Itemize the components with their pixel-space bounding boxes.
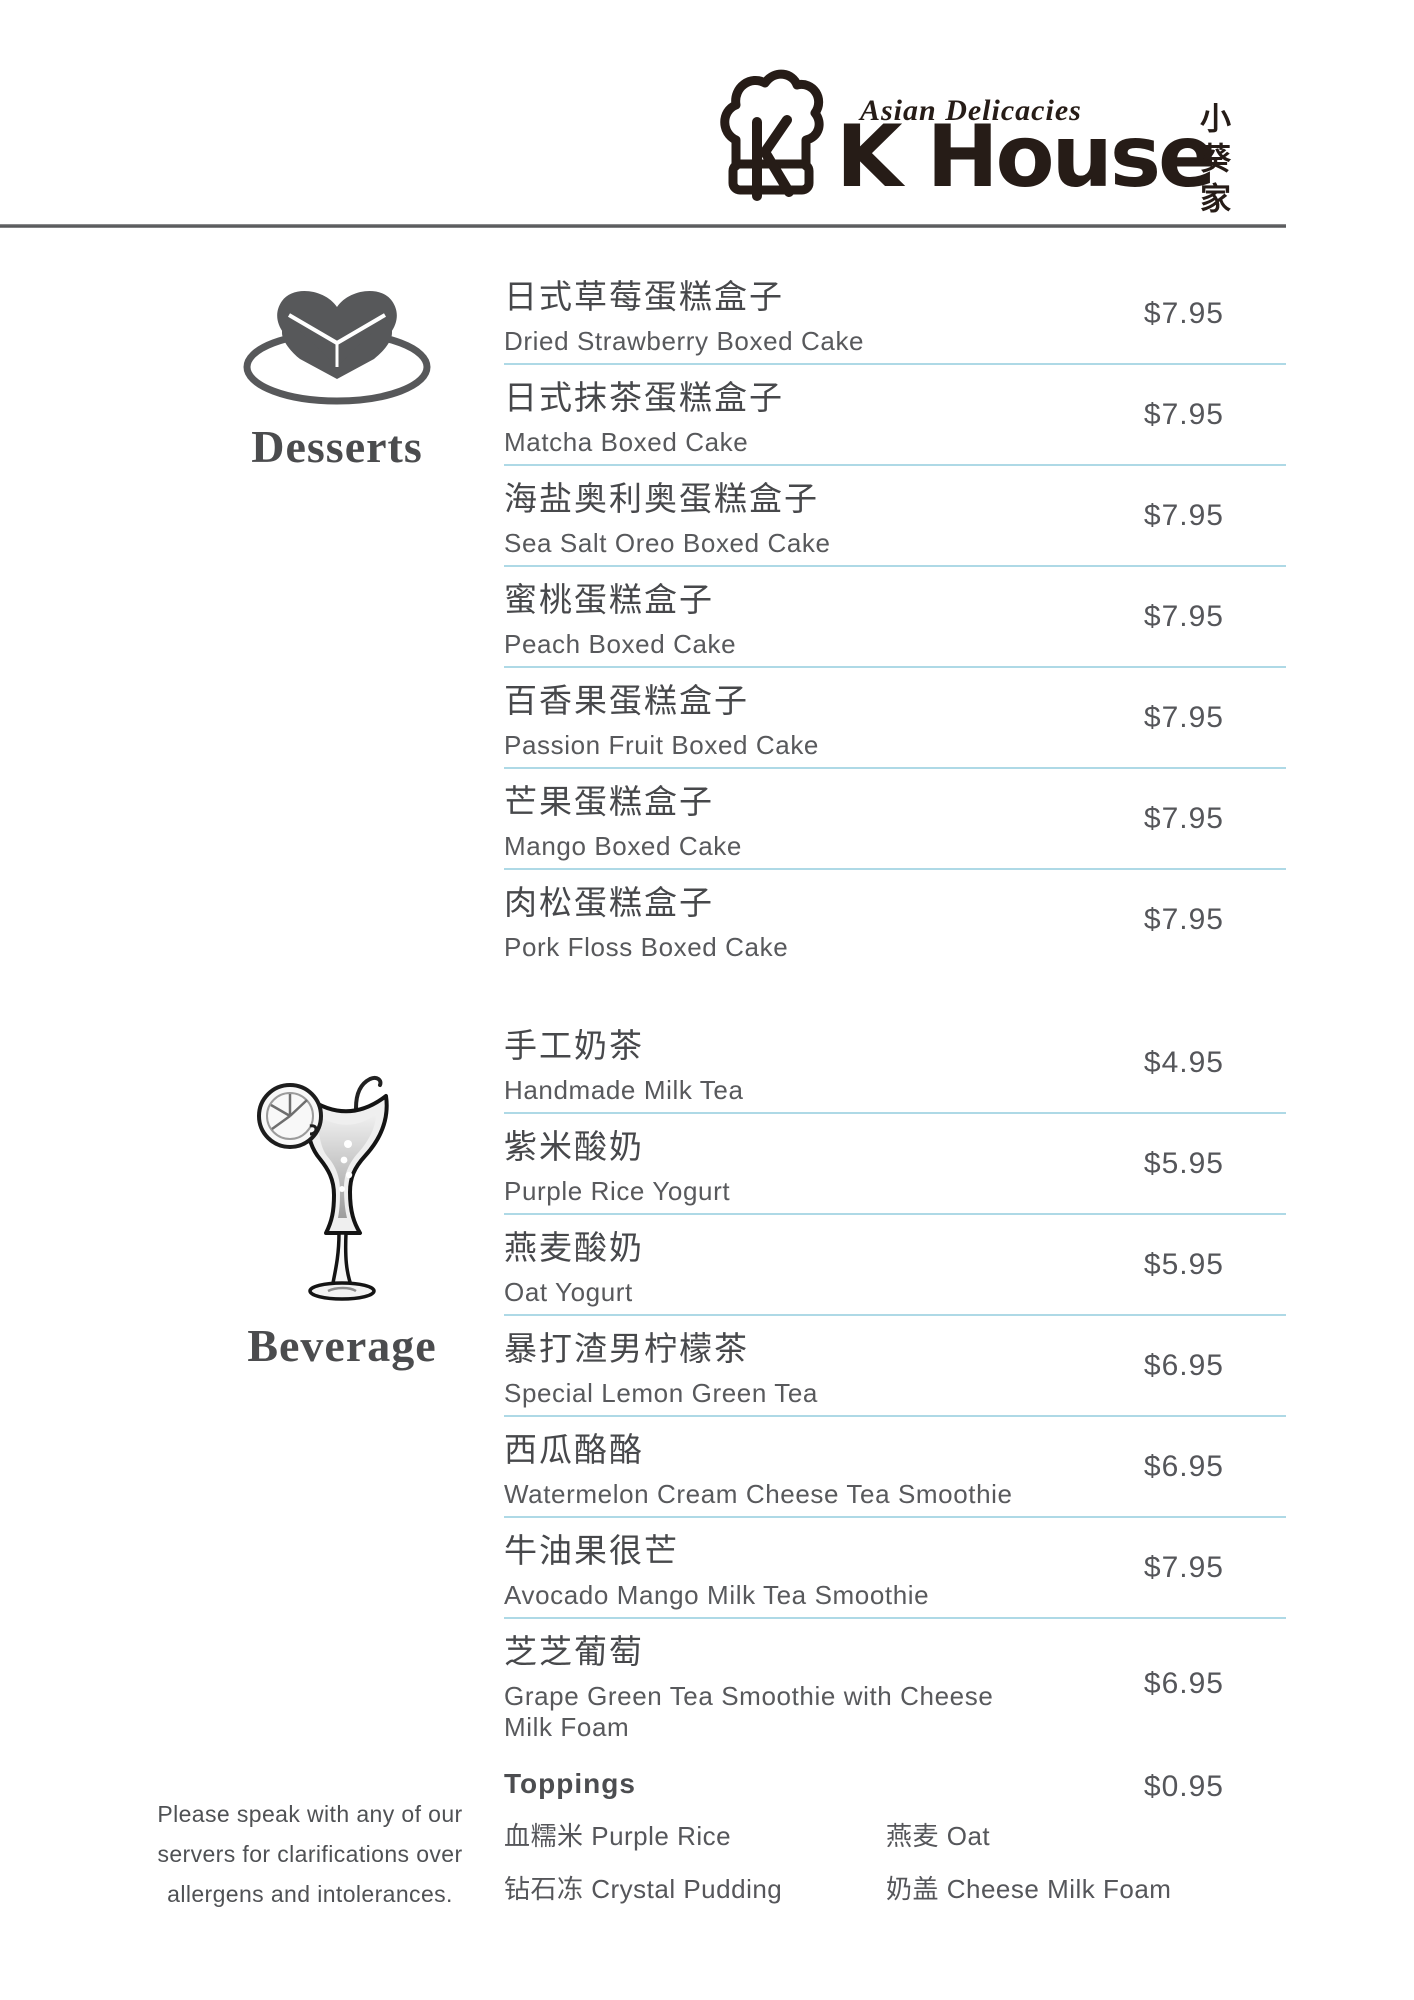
menu-item: 西瓜酪酪 Watermelon Cream Cheese Tea Smoothi…: [504, 1417, 1286, 1518]
menu-item: 肉松蛋糕盒子 Pork Floss Boxed Cake $7.95: [504, 870, 1286, 969]
item-name-en: Peach Boxed Cake: [504, 629, 737, 659]
toppings-price: $0.95: [1143, 1770, 1224, 1803]
chef-hat-k-logo-icon: [720, 69, 824, 201]
menu-item: 暴打渣男柠檬茶 Special Lemon Green Tea $6.95: [504, 1316, 1286, 1417]
item-name-zh: 手工奶茶: [504, 1027, 644, 1064]
item-name-zh: 肉松蛋糕盒子: [504, 884, 714, 921]
item-name-zh: 燕麦酸奶: [504, 1229, 644, 1266]
item-price: $6.95: [1143, 1667, 1224, 1700]
item-name-zh: 暴打渣男柠檬茶: [504, 1330, 749, 1367]
item-name-en: Grape Green Tea Smoothie with Cheese Mil…: [504, 1681, 994, 1742]
menu-item: 日式抹茶蛋糕盒子 Matcha Boxed Cake $7.95: [504, 365, 1286, 466]
item-name-zh: 牛油果很芒: [504, 1532, 679, 1569]
item-price: $7.95: [1143, 902, 1224, 936]
topping-item: 奶盖 Cheese Milk Foam: [886, 1874, 1172, 1904]
allergen-note-line: servers for clarifications over: [157, 1841, 463, 1867]
item-name-en: Passion Fruit Boxed Cake: [504, 730, 819, 760]
toppings-list: 血糯米 Purple Rice 燕麦 Oat 钻石冻 Crystal Puddi…: [504, 1816, 1286, 1906]
topping-item: 钻石冻 Crystal Pudding: [504, 1874, 783, 1904]
allergen-note: Please speak with any of our servers for…: [148, 1794, 472, 1914]
menu-item: 燕麦酸奶 Oat Yogurt $5.95: [504, 1215, 1286, 1316]
toppings-title: Toppings: [504, 1768, 636, 1799]
menu-item: 芝芝葡萄 Grape Green Tea Smoothie with Chees…: [504, 1619, 1286, 1749]
topping-item: 血糯米 Purple Rice: [504, 1821, 732, 1851]
item-price: $6.95: [1143, 1449, 1224, 1483]
item-price: $7.95: [1143, 1550, 1224, 1584]
item-price: $4.95: [1143, 1045, 1224, 1079]
beverage-heading: Beverage: [247, 1320, 437, 1371]
item-name-en: Mango Boxed Cake: [504, 831, 742, 861]
menu-item: 牛油果很芒 Avocado Mango Milk Tea Smoothie $7…: [504, 1518, 1286, 1619]
item-name-zh: 海盐奥利奥蛋糕盒子: [504, 480, 819, 517]
menu-item: 芒果蛋糕盒子 Mango Boxed Cake $7.95: [504, 769, 1286, 870]
item-price: $7.95: [1143, 498, 1224, 532]
item-name-en: Watermelon Cream Cheese Tea Smoothie: [504, 1479, 1013, 1509]
desserts-item-list: 日式草莓蛋糕盒子 Dried Strawberry Boxed Cake $7.…: [504, 264, 1286, 969]
brand-name: K House: [836, 107, 1216, 207]
menu-item: 日式草莓蛋糕盒子 Dried Strawberry Boxed Cake $7.…: [504, 264, 1286, 365]
item-name-zh: 芝芝葡萄: [504, 1633, 644, 1670]
logo-tagline: Asian Delicacies: [860, 94, 1082, 127]
item-name-en: Purple Rice Yogurt: [504, 1176, 731, 1206]
item-name-en: Sea Salt Oreo Boxed Cake: [504, 528, 831, 558]
item-price: $7.95: [1143, 599, 1224, 633]
topping-item: 燕麦 Oat: [886, 1821, 991, 1851]
item-name-zh: 芒果蛋糕盒子: [504, 783, 714, 820]
allergen-note-line: Please speak with any of our: [157, 1801, 463, 1827]
item-price: $7.95: [1143, 296, 1224, 330]
item-name-en: Dried Strawberry Boxed Cake: [504, 326, 865, 356]
item-name-zh: 蜜桃蛋糕盒子: [504, 581, 714, 618]
menu-item: 紫米酸奶 Purple Rice Yogurt $5.95: [504, 1114, 1286, 1215]
item-price: $5.95: [1143, 1247, 1224, 1281]
menu-item: 百香果蛋糕盒子 Passion Fruit Boxed Cake $7.95: [504, 668, 1286, 769]
item-price: $7.95: [1143, 700, 1224, 734]
toppings-section: Toppings $0.95 血糯米 Purple Rice 燕麦 Oat 钻石…: [504, 1768, 1286, 1906]
item-price: $5.95: [1143, 1146, 1224, 1180]
item-name-en: Special Lemon Green Tea: [504, 1378, 818, 1408]
item-name-en: Matcha Boxed Cake: [504, 427, 749, 457]
desserts-heading: Desserts: [251, 421, 423, 472]
item-price: $7.95: [1143, 397, 1224, 431]
beverage-section-label: Beverage: [222, 1072, 462, 1372]
menu-item: 海盐奥利奥蛋糕盒子 Sea Salt Oreo Boxed Cake $7.95: [504, 466, 1286, 567]
header-rule: [0, 224, 1286, 228]
item-price: $6.95: [1143, 1348, 1224, 1382]
item-name-en: Oat Yogurt: [504, 1277, 633, 1307]
item-name-zh: 西瓜酪酪: [504, 1431, 644, 1468]
item-price: $7.95: [1143, 801, 1224, 835]
item-name-zh: 日式抹茶蛋糕盒子: [504, 379, 784, 416]
item-name-zh: 日式草莓蛋糕盒子: [504, 278, 784, 315]
restaurant-logo: Asian Delicacies K House 小葵家: [710, 58, 1270, 222]
beverage-item-list: 手工奶茶 Handmade Milk Tea $4.95 紫米酸奶 Purple…: [504, 1013, 1286, 1749]
brand-name-chinese: 小葵家: [1195, 102, 1230, 222]
menu-item: 蜜桃蛋糕盒子 Peach Boxed Cake $7.95: [504, 567, 1286, 668]
cake-icon: [243, 290, 431, 405]
menu-item: 手工奶茶 Handmade Milk Tea $4.95: [504, 1013, 1286, 1114]
item-name-en: Pork Floss Boxed Cake: [504, 932, 789, 962]
item-name-zh: 紫米酸奶: [504, 1128, 644, 1165]
cocktail-icon: [257, 1075, 389, 1301]
item-name-en: Handmade Milk Tea: [504, 1075, 744, 1105]
desserts-section-label: Desserts: [228, 281, 446, 473]
allergen-note-line: allergens and intolerances.: [167, 1881, 453, 1907]
item-name-en: Avocado Mango Milk Tea Smoothie: [504, 1580, 930, 1610]
item-name-zh: 百香果蛋糕盒子: [504, 682, 749, 719]
